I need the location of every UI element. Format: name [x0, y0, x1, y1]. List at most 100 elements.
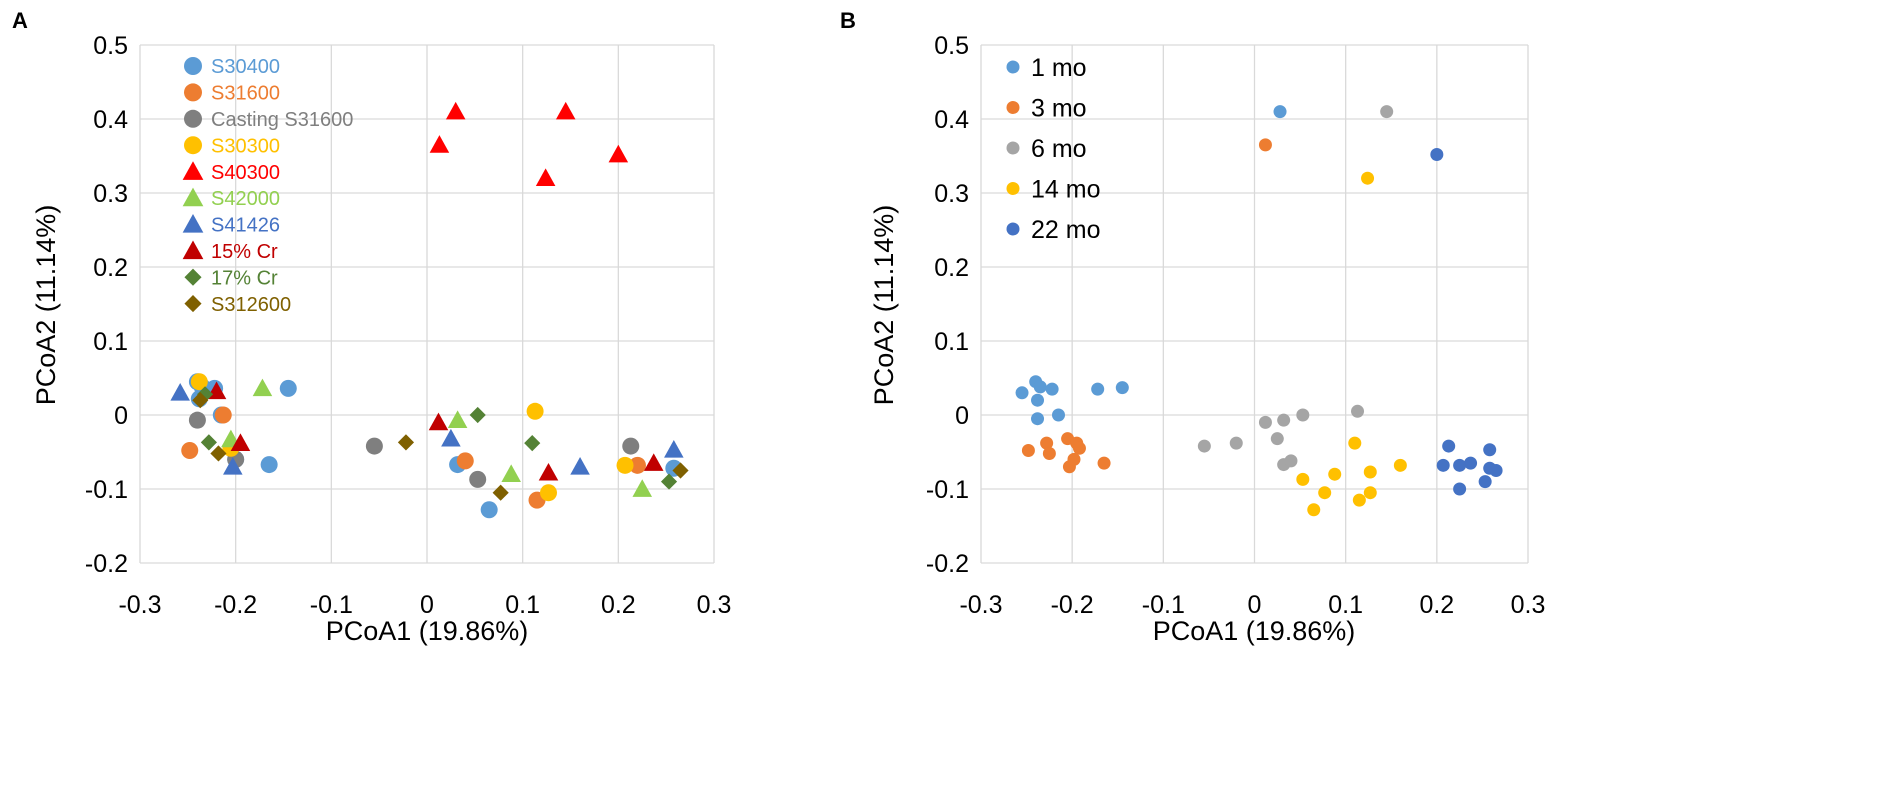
data-point — [1031, 412, 1045, 426]
data-point — [1393, 458, 1407, 472]
x-axis-title: PCoA1 (19.86%) — [1153, 616, 1356, 646]
legend-marker — [1006, 141, 1020, 155]
legend-label: S312600 — [211, 294, 291, 316]
legend-label: S30300 — [211, 135, 280, 157]
data-point — [260, 456, 278, 474]
legend-marker — [1006, 101, 1020, 114]
y-tick-label: 0 — [955, 402, 969, 430]
data-point — [1318, 486, 1332, 500]
series-1-mo — [1015, 105, 1287, 426]
legend-label: S31600 — [211, 83, 280, 105]
y-tick-label: 0.1 — [93, 328, 128, 356]
data-point — [445, 101, 466, 120]
data-point — [397, 434, 415, 451]
data-point — [1453, 458, 1467, 472]
data-point — [1352, 493, 1366, 507]
data-point — [1045, 382, 1059, 396]
data-point — [539, 484, 557, 502]
data-point — [628, 456, 646, 474]
data-point — [660, 473, 678, 490]
y-tick-label: -0.2 — [926, 550, 969, 578]
chart-panel-a: -0.3 -0.2 -0.1 0 0.1 0.2 0.3 -0.2 -0.1 0 0.1 0.2 0.3… — [12, 8, 731, 646]
x-tick-label: 0 — [420, 591, 434, 619]
data-point — [200, 434, 217, 451]
legend-marker — [182, 240, 204, 260]
data-point — [188, 411, 206, 429]
y-tick-label: -0.2 — [85, 550, 128, 578]
data-point — [190, 373, 208, 391]
data-point — [1051, 408, 1065, 422]
data-point — [1430, 148, 1444, 162]
data-point — [1348, 436, 1362, 450]
data-point — [1258, 415, 1272, 429]
y-tick-label: 0.3 — [934, 180, 969, 208]
legend-label: 14 mo — [1031, 176, 1100, 204]
data-point — [192, 392, 209, 409]
data-point — [1436, 458, 1450, 472]
data-point — [1296, 472, 1310, 486]
legend-marker — [182, 214, 204, 233]
x-tick-label: 0.3 — [697, 591, 732, 619]
legend-marker — [184, 295, 202, 313]
data-point — [170, 383, 190, 401]
y-tick-label: 0.5 — [934, 32, 969, 60]
x-tick-label: 0.2 — [601, 591, 636, 619]
data-point — [456, 452, 474, 470]
data-point — [223, 457, 243, 475]
legend-marker — [1006, 60, 1020, 74]
legend-marker — [182, 187, 204, 207]
series-14-mo — [1296, 171, 1407, 517]
data-point — [632, 479, 653, 497]
x-tick-label: -0.2 — [214, 591, 257, 619]
data-point — [480, 501, 498, 519]
data-point — [622, 437, 640, 455]
data-point — [429, 135, 450, 153]
legend-marker — [184, 268, 202, 286]
series-s31600 — [181, 406, 646, 509]
x-tick-label: 0.1 — [1328, 591, 1363, 619]
data-point — [1489, 464, 1503, 477]
data-point — [1363, 486, 1377, 500]
y-tick-label: -0.1 — [85, 476, 128, 504]
x-axis-title: PCoA1 (19.86%) — [326, 616, 529, 646]
x-tick-label: -0.2 — [1051, 591, 1094, 619]
data-point — [365, 437, 383, 455]
series-15-cr — [206, 381, 664, 481]
y-axis-title: PCoA2 (11.14%) — [869, 205, 899, 406]
series-s42000 — [221, 378, 653, 497]
data-point — [1072, 441, 1086, 455]
legend-marker — [184, 109, 202, 128]
legend-marker — [1006, 222, 1020, 236]
data-point — [643, 453, 664, 471]
x-tick-label: 0.3 — [1511, 591, 1546, 619]
legend-label: 3 mo — [1031, 95, 1087, 123]
data-point — [1483, 443, 1497, 457]
series-s312600 — [192, 392, 689, 501]
x-tick-label: -0.3 — [959, 591, 1002, 619]
series-s41426 — [170, 383, 684, 475]
data-point — [1284, 454, 1298, 468]
y-axis-title: PCoA2 (11.14%) — [31, 205, 61, 406]
legend-label: Casting S31600 — [211, 109, 353, 131]
x-tick-label: -0.1 — [1142, 591, 1185, 619]
legend-label: S41426 — [211, 215, 280, 237]
data-point — [181, 442, 199, 460]
data-point — [1380, 105, 1394, 119]
data-point — [535, 168, 556, 187]
series-s40300 — [429, 101, 629, 187]
legend-marker — [184, 136, 202, 155]
data-point — [1270, 432, 1284, 446]
data-point — [1091, 382, 1105, 396]
panel-letter: B — [840, 8, 856, 33]
data-point — [1258, 138, 1272, 152]
data-point — [214, 406, 232, 424]
data-point — [1197, 439, 1211, 453]
legend-label: 1 mo — [1031, 54, 1087, 82]
data-point — [1033, 380, 1047, 394]
data-point — [1453, 482, 1467, 496]
data-point — [1277, 413, 1291, 427]
y-tick-label: 0.4 — [93, 106, 128, 134]
legend-marker — [1006, 182, 1020, 195]
data-point — [492, 484, 509, 501]
